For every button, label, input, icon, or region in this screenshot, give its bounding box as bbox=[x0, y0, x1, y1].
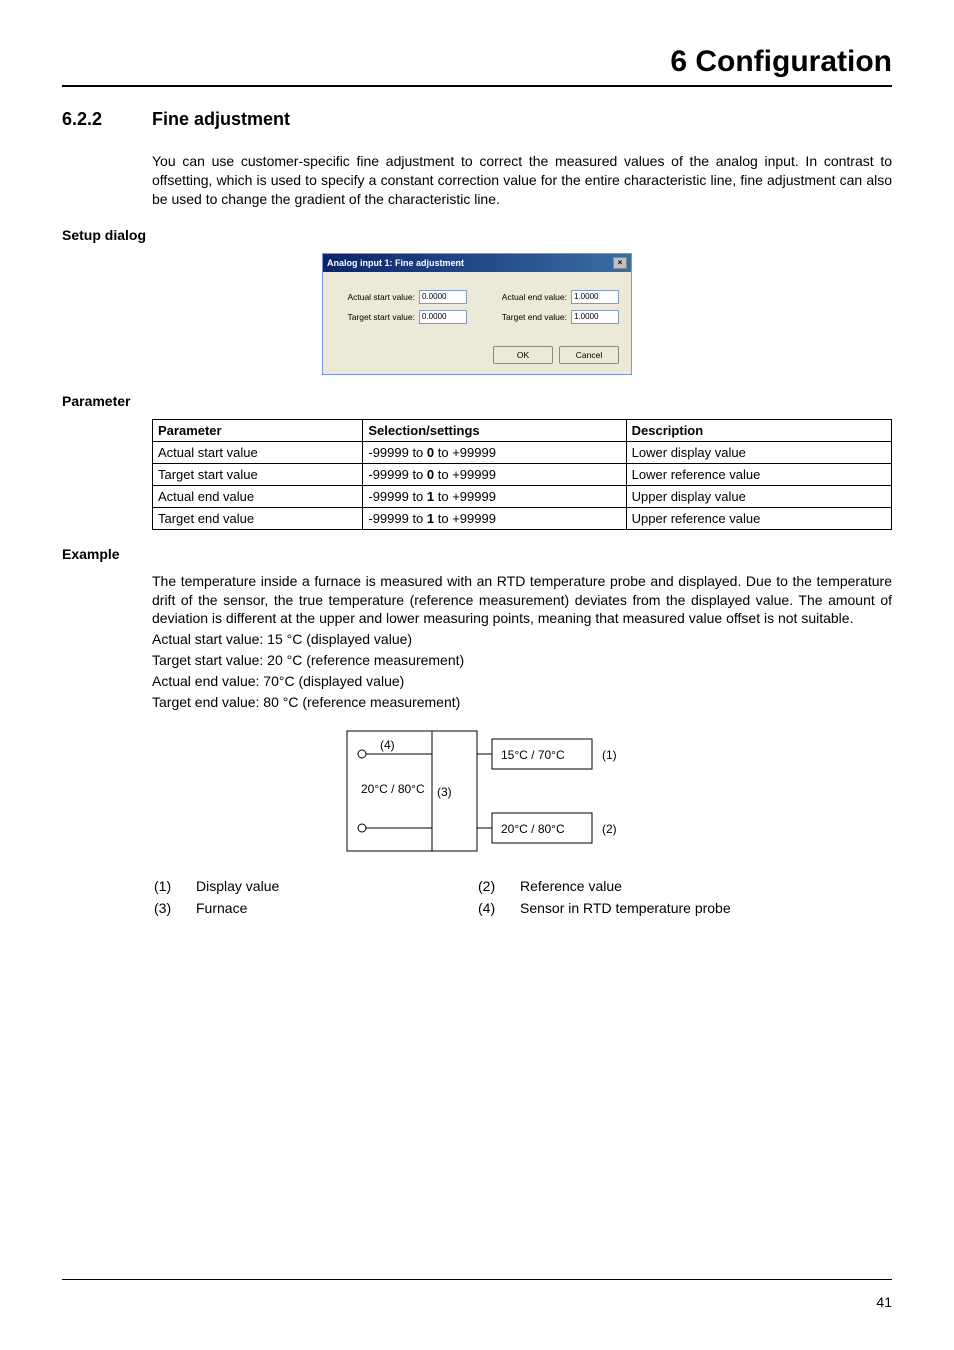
cell-desc: Lower reference value bbox=[626, 463, 891, 485]
cell-selection: -99999 to 1 to +99999 bbox=[363, 507, 626, 529]
table-row: Target end value -99999 to 1 to +99999 U… bbox=[153, 507, 892, 529]
legend-num: (3) bbox=[154, 898, 194, 918]
diagram-n1: (1) bbox=[602, 748, 617, 762]
close-icon[interactable]: × bbox=[613, 257, 627, 269]
parameter-table: Parameter Selection/settings Description… bbox=[152, 419, 892, 530]
section-title: Fine adjustment bbox=[152, 109, 290, 130]
diagram-n2: (2) bbox=[602, 822, 617, 836]
cell-selection: -99999 to 0 to +99999 bbox=[363, 463, 626, 485]
dialog-footer: OK Cancel bbox=[323, 336, 631, 374]
cell-param: Actual start value bbox=[153, 441, 363, 463]
example-paragraph: The temperature inside a furnace is meas… bbox=[152, 572, 892, 629]
legend-label: Reference value bbox=[520, 876, 890, 896]
target-end-input[interactable] bbox=[571, 310, 619, 324]
diagram-n4: (4) bbox=[380, 738, 395, 752]
setup-dialog-heading: Setup dialog bbox=[62, 227, 892, 243]
dialog-body: Actual start value: Actual end value: Ta… bbox=[323, 272, 631, 336]
chapter-title: 6 Configuration bbox=[62, 45, 892, 87]
cell-selection: -99999 to 0 to +99999 bbox=[363, 441, 626, 463]
actual-start-input[interactable] bbox=[419, 290, 467, 304]
target-end-label: Target end value: bbox=[487, 312, 571, 322]
cancel-button[interactable]: Cancel bbox=[559, 346, 619, 364]
target-start-input[interactable] bbox=[419, 310, 467, 324]
diagram-container: (4) 20°C / 80°C (3) 15°C / 70°C (1) 20°C… bbox=[62, 726, 892, 856]
cell-param: Actual end value bbox=[153, 485, 363, 507]
th-parameter: Parameter bbox=[153, 419, 363, 441]
diagram-mid-left: 20°C / 80°C bbox=[361, 782, 425, 796]
diagram-n3: (3) bbox=[437, 785, 452, 799]
parameter-heading: Parameter bbox=[62, 393, 892, 409]
actual-end-input[interactable] bbox=[571, 290, 619, 304]
cell-param: Target start value bbox=[153, 463, 363, 485]
cell-desc: Upper reference value bbox=[626, 507, 891, 529]
fine-adjustment-dialog: Analog input 1: Fine adjustment × Actual… bbox=[322, 253, 632, 375]
diagram-top-box: 15°C / 70°C bbox=[501, 748, 565, 762]
furnace-diagram: (4) 20°C / 80°C (3) 15°C / 70°C (1) 20°C… bbox=[287, 726, 667, 856]
diagram-bot-box: 20°C / 80°C bbox=[501, 822, 565, 836]
example-line: Target start value: 20 °C (reference mea… bbox=[152, 651, 892, 670]
legend-num: (2) bbox=[478, 876, 518, 896]
section-number: 6.2.2 bbox=[62, 109, 132, 130]
th-selection: Selection/settings bbox=[363, 419, 626, 441]
table-row: Target start value -99999 to 0 to +99999… bbox=[153, 463, 892, 485]
th-description: Description bbox=[626, 419, 891, 441]
ok-button[interactable]: OK bbox=[493, 346, 553, 364]
page-number: 41 bbox=[876, 1294, 892, 1310]
example-line: Target end value: 80 °C (reference measu… bbox=[152, 693, 892, 712]
legend-num: (1) bbox=[154, 876, 194, 896]
actual-end-label: Actual end value: bbox=[487, 292, 571, 302]
legend-num: (4) bbox=[478, 898, 518, 918]
table-row: Actual start value -99999 to 0 to +99999… bbox=[153, 441, 892, 463]
cell-desc: Upper display value bbox=[626, 485, 891, 507]
cell-param: Target end value bbox=[153, 507, 363, 529]
footer-line bbox=[62, 1279, 892, 1280]
dialog-container: Analog input 1: Fine adjustment × Actual… bbox=[62, 253, 892, 375]
table-row: Actual end value -99999 to 1 to +99999 U… bbox=[153, 485, 892, 507]
cell-selection: -99999 to 1 to +99999 bbox=[363, 485, 626, 507]
example-line: Actual start value: 15 °C (displayed val… bbox=[152, 630, 892, 649]
legend-table: (1) Display value (2) Reference value (3… bbox=[152, 874, 892, 920]
legend-label: Sensor in RTD temperature probe bbox=[520, 898, 890, 918]
example-line: Actual end value: 70°C (displayed value) bbox=[152, 672, 892, 691]
legend-label: Furnace bbox=[196, 898, 476, 918]
legend-label: Display value bbox=[196, 876, 476, 896]
dialog-titlebar: Analog input 1: Fine adjustment × bbox=[323, 254, 631, 272]
dialog-title: Analog input 1: Fine adjustment bbox=[327, 258, 464, 268]
target-start-label: Target start value: bbox=[335, 312, 419, 322]
actual-start-label: Actual start value: bbox=[335, 292, 419, 302]
intro-paragraph: You can use customer-specific fine adjus… bbox=[152, 152, 892, 209]
cell-desc: Lower display value bbox=[626, 441, 891, 463]
table-header-row: Parameter Selection/settings Description bbox=[153, 419, 892, 441]
section-header: 6.2.2 Fine adjustment bbox=[62, 109, 892, 130]
example-heading: Example bbox=[62, 546, 892, 562]
